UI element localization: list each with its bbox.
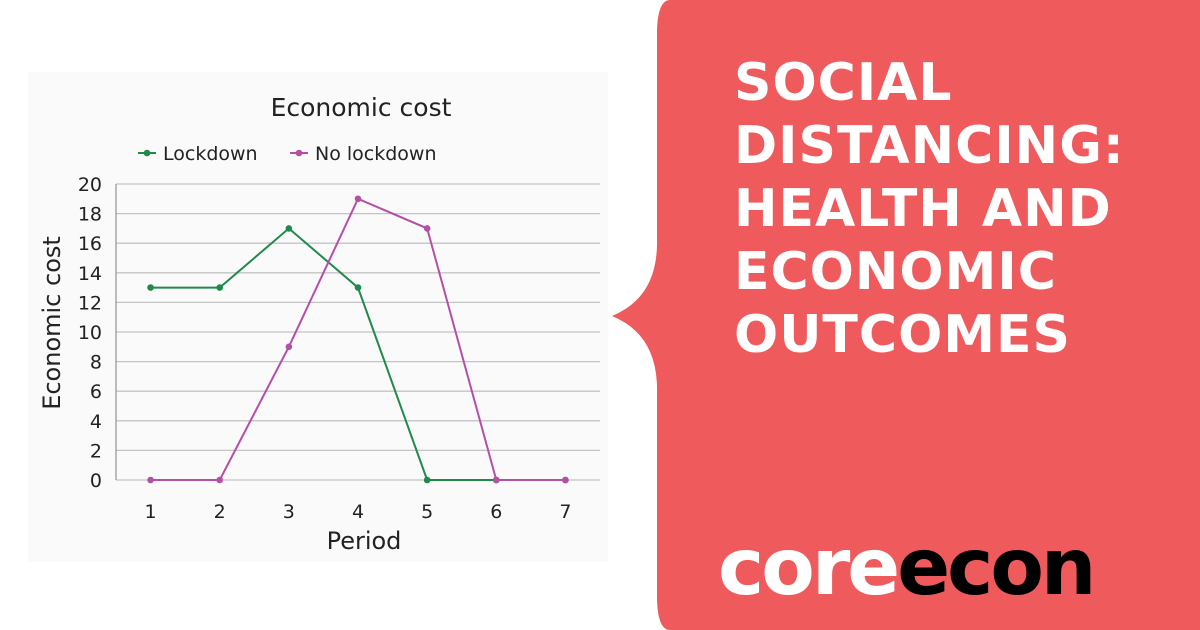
headline-line: ECONOMIC (734, 242, 1057, 302)
legend-label: No lockdown (315, 143, 437, 165)
legend-label: Lockdown (163, 143, 258, 165)
headline-line: DISTANCING: (734, 116, 1125, 176)
headline-line: OUTCOMES (734, 305, 1071, 365)
legend-marker (143, 149, 151, 157)
x-tick-label: 3 (283, 501, 295, 523)
coreecon-logo: coreecon (718, 518, 1096, 618)
y-tick-label: 12 (78, 292, 102, 314)
headline-line: HEALTH AND (734, 179, 1112, 239)
x-tick-label: 2 (214, 501, 226, 523)
data-point (423, 476, 431, 484)
x-tick-labels: 1 2 3 4 5 6 7 (145, 501, 572, 523)
banner-shape (612, 0, 1200, 630)
data-point (285, 225, 293, 232)
data-point (423, 225, 431, 232)
logo-econ: econ (897, 523, 1096, 613)
chart-panel: Economic cost Lockdown No lockdown 0 2 4 6 8 1… (28, 72, 608, 562)
headline: SOCIAL DISTANCING: HEALTH AND ECONOMIC O… (734, 52, 1174, 367)
x-tick-label: 1 (145, 501, 157, 523)
x-tick-label: 7 (559, 501, 571, 523)
y-tick-label: 18 (78, 204, 102, 226)
data-point (354, 195, 362, 203)
legend-marker (295, 149, 303, 157)
data-point (562, 476, 569, 484)
gridlines (115, 183, 600, 481)
data-point (492, 476, 500, 484)
y-tick-labels: 0 2 4 6 8 10 12 14 16 18 20 (78, 174, 102, 492)
data-point (216, 476, 224, 484)
headline-line: SOCIAL (734, 53, 953, 113)
legend: Lockdown No lockdown (138, 143, 437, 165)
y-tick-label: 16 (78, 233, 102, 255)
chart-title: Economic cost (271, 93, 452, 122)
data-point (216, 284, 224, 291)
x-tick-label: 4 (352, 501, 364, 523)
series-group (147, 195, 569, 484)
y-tick-label: 0 (90, 470, 102, 492)
data-point (354, 284, 362, 291)
logo-core: core (718, 523, 900, 613)
x-axis-label: Period (327, 527, 402, 555)
y-axis-label: Economic cost (38, 236, 66, 410)
line-chart: Economic cost Lockdown No lockdown 0 2 4 6 8 1… (38, 93, 600, 555)
y-tick-label: 8 (90, 352, 102, 374)
x-tick-label: 5 (421, 501, 433, 523)
y-tick-label: 6 (90, 381, 102, 403)
data-point (285, 343, 293, 351)
data-point (147, 284, 154, 291)
x-tick-label: 6 (490, 501, 502, 523)
data-point (147, 476, 154, 484)
y-tick-label: 4 (90, 411, 102, 433)
y-tick-label: 20 (78, 174, 102, 196)
y-tick-label: 14 (78, 263, 102, 285)
y-tick-label: 10 (78, 322, 102, 344)
y-tick-label: 2 (90, 440, 102, 462)
